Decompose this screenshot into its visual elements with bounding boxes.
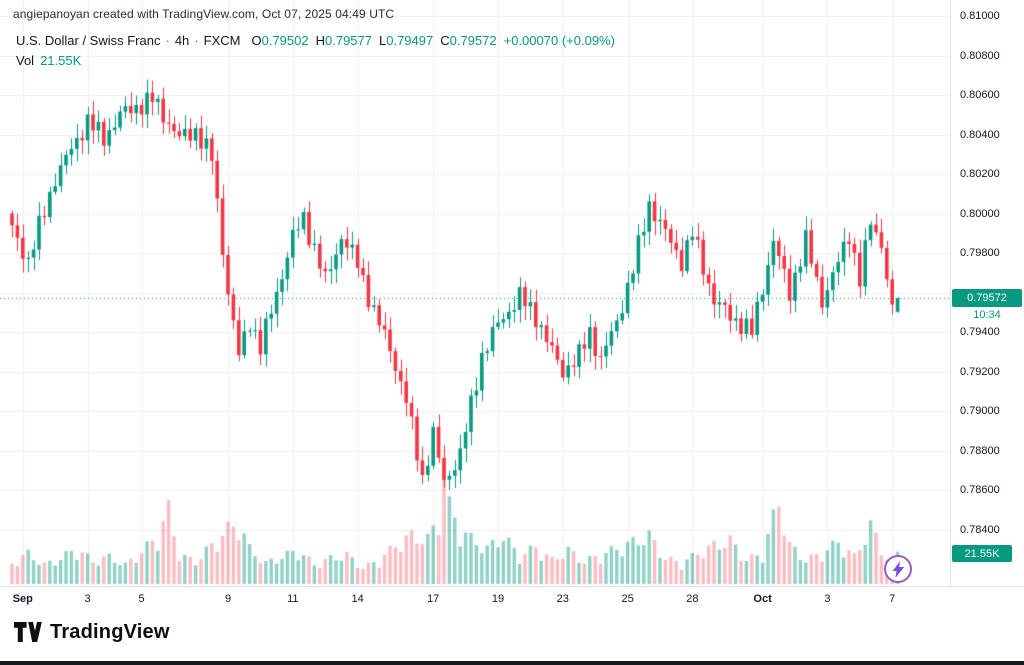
time-tick-label: 17 (427, 593, 440, 605)
time-tick-label: Oct (753, 593, 772, 605)
price-tick-label: 0.80800 (960, 49, 1000, 62)
legend-symbol-row: U.S. Dollar / Swiss Franc · 4h · FXCM O0… (16, 33, 615, 48)
time-tick-label: 19 (491, 593, 505, 605)
symbol-title[interactable]: U.S. Dollar / Swiss Franc (16, 33, 161, 48)
price-tick-label: 0.79000 (960, 405, 1000, 417)
price-tick-label: 0.79200 (960, 365, 1000, 378)
time-tick-label: 11 (287, 593, 299, 605)
candlestick-chart[interactable] (0, 0, 1024, 590)
legend-separator: · (165, 33, 170, 48)
time-tick-label: 25 (621, 593, 634, 605)
volume-label[interactable]: Vol (16, 53, 35, 68)
price-tick-label: 0.80400 (960, 128, 1000, 141)
exchange-label[interactable]: FXCM (203, 33, 241, 48)
close-value: C0.79572 (440, 33, 497, 48)
price-tick-label: 0.80200 (960, 168, 1000, 180)
interval-label[interactable]: 4h (174, 33, 190, 48)
price-tick-label: 0.78800 (960, 444, 1000, 457)
time-tick-label: 28 (686, 593, 699, 605)
low-value: L0.79497 (379, 33, 434, 48)
legend-volume-row: Vol 21.55K (16, 53, 615, 68)
window-bottom-edge (0, 661, 1024, 665)
open-value: O0.79502 (251, 33, 309, 48)
price-tick-label: 0.80000 (960, 207, 1000, 220)
time-tick-label: 3 (824, 593, 831, 605)
tradingview-logo-icon (14, 622, 42, 642)
price-tick-label: 0.80600 (960, 89, 1000, 101)
price-tick-label: 0.79800 (960, 247, 1000, 259)
lightning-button[interactable] (884, 555, 912, 583)
volume-badge: 21.55K (952, 545, 1012, 562)
ohlc-values: O0.79502 H0.79577 L0.79497 C0.79572 (251, 33, 496, 48)
time-tick-label: 3 (84, 593, 91, 605)
chart-legend: U.S. Dollar / Swiss Franc · 4h · FXCM O0… (16, 33, 615, 68)
tradingview-logo[interactable]: TradingView (14, 621, 170, 644)
time-axis[interactable]: Sep 3 5 9 11 14 17 19 23 25 28 Oct 3 7 (0, 586, 1024, 612)
time-tick-label: 5 (138, 593, 145, 605)
lightning-icon (892, 560, 904, 578)
price-tick-label: 0.81000 (960, 10, 1000, 22)
high-value: H0.79577 (315, 33, 372, 48)
time-tick-label: 14 (351, 593, 364, 605)
price-tick-label: 0.79400 (960, 326, 1000, 338)
attribution-text: angiepanoyan created with TradingView.co… (13, 7, 395, 21)
volume-value: 21.55K (40, 53, 82, 68)
time-tick-label: 7 (889, 593, 896, 605)
price-tick-label: 0.78400 (960, 523, 1000, 536)
price-change: +0.00070 (+0.09%) (503, 33, 615, 48)
price-tick-label: 0.78600 (960, 484, 1000, 496)
last-price-badge: 0.79572 (952, 289, 1022, 307)
time-tick-label: Sep (12, 593, 33, 605)
time-tick-label: 9 (224, 593, 232, 605)
time-tick-label: 23 (556, 593, 569, 605)
tradingview-logo-text: TradingView (50, 621, 170, 643)
bar-countdown: 10:34 (973, 309, 1001, 321)
legend-separator: · (194, 33, 199, 48)
